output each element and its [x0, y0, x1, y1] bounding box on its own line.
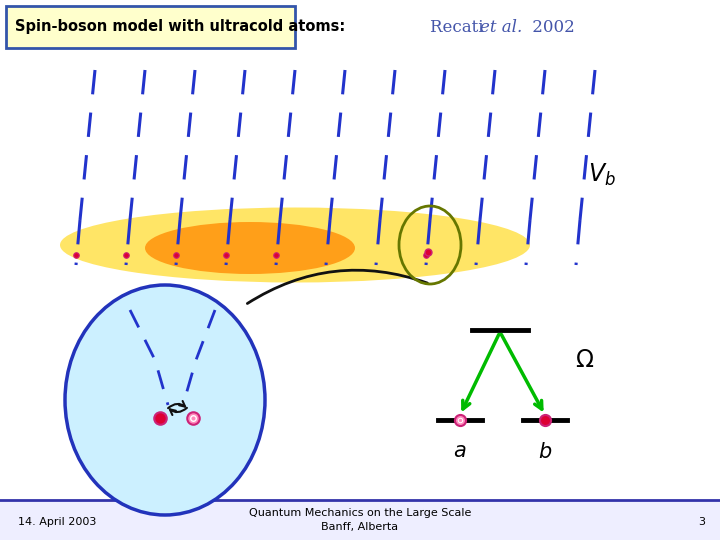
Text: $b$: $b$	[538, 442, 552, 462]
Text: Recati: Recati	[430, 18, 489, 36]
Text: et al.: et al.	[480, 18, 522, 36]
FancyArrowPatch shape	[248, 270, 428, 303]
Text: Spin-boson model with ultracold atoms:: Spin-boson model with ultracold atoms:	[15, 19, 346, 35]
Ellipse shape	[145, 222, 355, 274]
Text: $a$: $a$	[454, 442, 467, 461]
Bar	[0, 500, 720, 540]
Ellipse shape	[60, 207, 530, 282]
Text: Quantum Mechanics on the Large Scale
Banff, Alberta: Quantum Mechanics on the Large Scale Ban…	[249, 508, 471, 532]
Text: 14. April 2003: 14. April 2003	[18, 517, 96, 527]
FancyArrowPatch shape	[168, 401, 185, 408]
FancyArrowPatch shape	[170, 408, 187, 415]
Text: 2002: 2002	[527, 18, 575, 36]
Ellipse shape	[65, 285, 265, 515]
Text: 3: 3	[698, 517, 705, 527]
Text: $V_b$: $V_b$	[588, 162, 616, 188]
Text: $\Omega$: $\Omega$	[575, 348, 594, 372]
FancyBboxPatch shape	[6, 6, 295, 48]
